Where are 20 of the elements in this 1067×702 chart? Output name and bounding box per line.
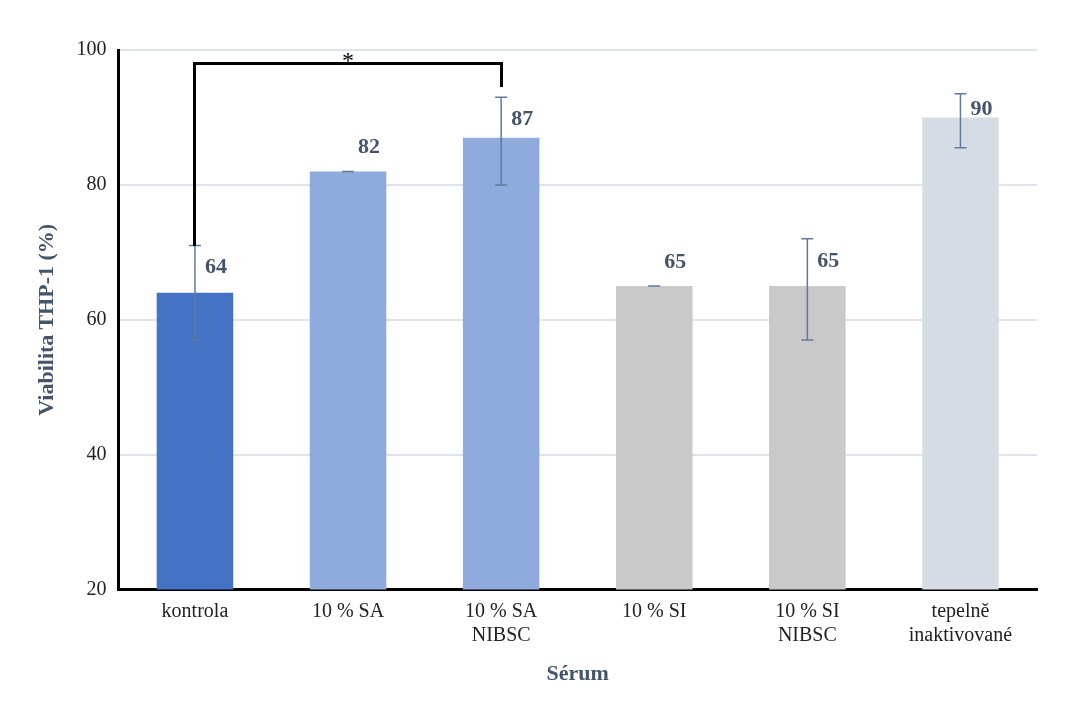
y-tick-label: 60 [86, 307, 107, 330]
y-axis-title: Viabilita THP-1 (%) [32, 223, 58, 416]
x-tick-label: tepelně inaktivované [908, 598, 1013, 645]
x-tick-label: 10 % SA [311, 598, 385, 621]
x-tick-label: 10 % SI NIBSC [775, 598, 840, 645]
data-label: 65 [817, 246, 840, 272]
data-label: 65 [664, 247, 687, 273]
x-tick-label: 10 % SI [622, 598, 687, 621]
y-tick-label: 80 [86, 172, 107, 195]
y-tick-label: 40 [86, 441, 107, 464]
y-tick-label: 100 [76, 37, 107, 60]
data-label: 87 [511, 104, 534, 130]
x-axis-title: Sérum [546, 660, 609, 686]
data-label: 90 [970, 95, 993, 121]
data-label: 64 [204, 253, 227, 279]
data-label: 82 [358, 133, 381, 159]
x-tick-label: 10 % SA NIBSC [465, 598, 538, 645]
x-tick-label: kontrola [161, 598, 229, 621]
y-tick-label: 20 [86, 576, 107, 599]
annotation: * [342, 47, 355, 74]
